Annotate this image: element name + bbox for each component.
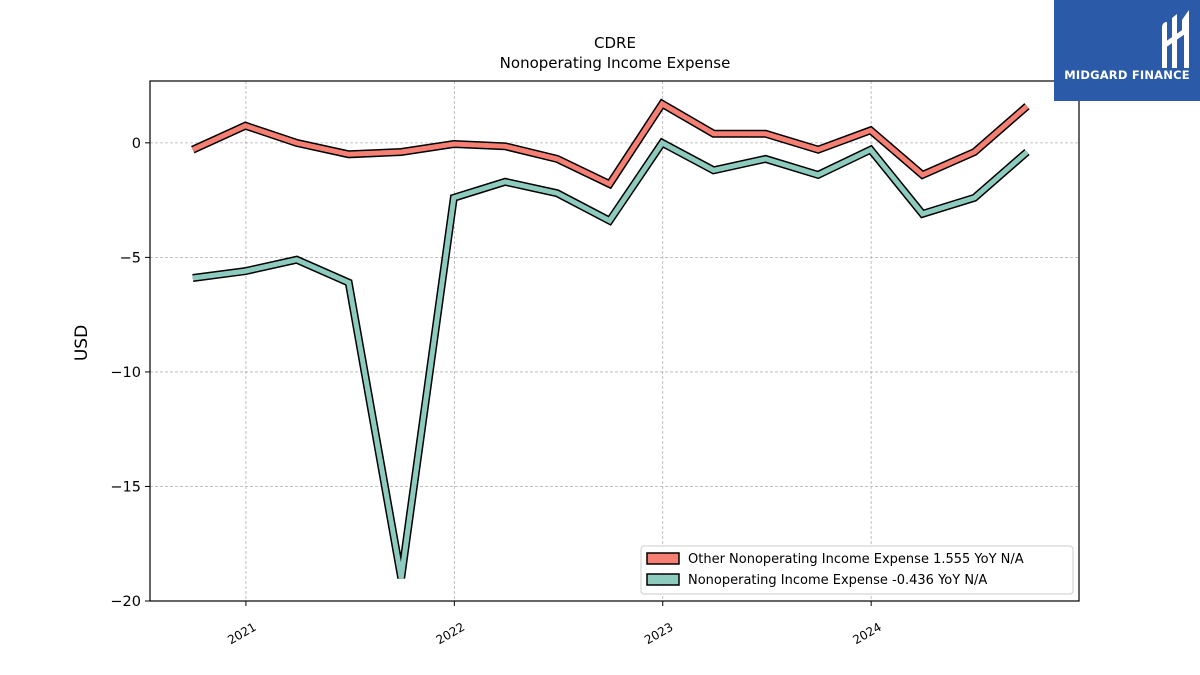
y-axis: 0 −5 −10 −15 −20 bbox=[110, 136, 150, 610]
x-tick-label: 2022 bbox=[434, 620, 467, 647]
x-axis: 2021 2022 2023 2024 bbox=[225, 601, 884, 647]
series-line-nonoperating-income-expense bbox=[192, 139, 1029, 579]
chart-subtitle: Nonoperating Income Expense bbox=[500, 54, 731, 72]
series-outline-nonoperating-income-expense bbox=[192, 137, 1030, 579]
plot-frame bbox=[149, 80, 1080, 602]
x-tick-label: 2023 bbox=[642, 620, 675, 647]
brand-logo: MIDGARD FINANCE bbox=[1054, 0, 1200, 101]
brand-name: MIDGARD FINANCE bbox=[1064, 68, 1190, 82]
series-outline-other-nonoperating-income-expense bbox=[191, 98, 1030, 190]
y-tick-label: −5 bbox=[120, 250, 141, 266]
legend-swatch-nonoperating bbox=[646, 573, 680, 586]
legend-swatch-other-nonoperating bbox=[646, 552, 680, 565]
series-layer bbox=[191, 98, 1030, 579]
x-tick-label: 2021 bbox=[225, 620, 258, 647]
grid bbox=[150, 81, 1079, 601]
x-tick-label: 2024 bbox=[850, 620, 883, 647]
series-line-other-nonoperating-income-expense bbox=[191, 100, 1029, 188]
legend: Other Nonoperating Income Expense 1.555 … bbox=[640, 545, 1074, 595]
y-axis-label: USD bbox=[72, 325, 92, 361]
y-tick-label: 0 bbox=[132, 136, 141, 152]
legend-label-other-nonoperating: Other Nonoperating Income Expense 1.555 … bbox=[688, 552, 1024, 567]
legend-label-nonoperating: Nonoperating Income Expense -0.436 YoY N… bbox=[688, 573, 987, 588]
brand-mark-icon bbox=[1162, 10, 1189, 68]
y-tick-label: −10 bbox=[110, 365, 141, 381]
y-tick-label: −20 bbox=[110, 594, 141, 610]
chart-title: CDRE bbox=[594, 34, 636, 52]
legend-box bbox=[640, 545, 1074, 595]
y-tick-label: −15 bbox=[110, 479, 141, 495]
